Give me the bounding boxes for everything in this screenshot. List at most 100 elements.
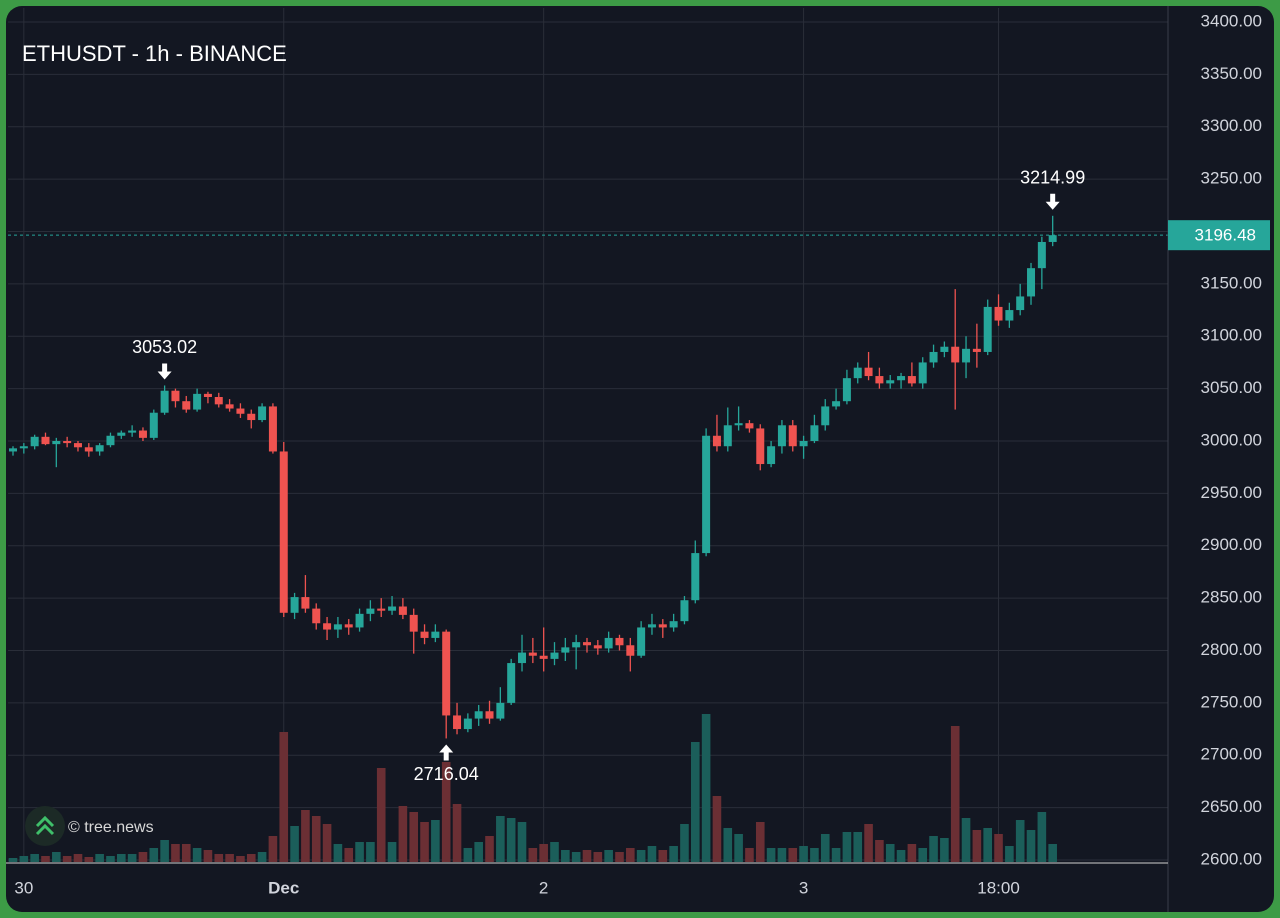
y-tick-label: 3100.00 (1201, 326, 1262, 345)
volume-bar (52, 852, 61, 862)
candle-body (582, 642, 591, 646)
candle-body (236, 408, 245, 414)
volume-bar (755, 822, 765, 862)
candle-body (1027, 268, 1036, 297)
candle-body (442, 631, 451, 716)
candle-body (420, 631, 429, 638)
volume-bar (117, 854, 126, 862)
volume-bar (842, 832, 852, 862)
volume-bar (766, 848, 776, 862)
volume-bar (301, 810, 310, 862)
volume-bar (268, 836, 278, 862)
volume-bar (73, 854, 83, 862)
candle-body (344, 624, 353, 628)
candle-body (962, 348, 971, 363)
extreme-label: 2716.04 (414, 764, 479, 784)
volume-bar (431, 820, 440, 862)
x-tick-label: 30 (14, 878, 33, 897)
candle-body (691, 553, 700, 601)
x-tick-label: 3 (799, 878, 808, 897)
volume-bar (463, 848, 473, 862)
candle-body (767, 446, 776, 465)
y-tick-label: 2800.00 (1201, 640, 1262, 659)
candle-body (41, 436, 50, 445)
chart-title: ETHUSDT - 1h - BINANCE (22, 41, 287, 66)
candle-body (561, 647, 570, 653)
candle-body (539, 655, 548, 659)
candle-body (63, 441, 72, 444)
volume-bar (344, 848, 354, 862)
candle-body (463, 718, 472, 730)
volume-bar (647, 846, 657, 862)
volume-bar (669, 846, 678, 862)
candle-body (518, 652, 527, 664)
volume-bar (896, 850, 906, 862)
y-tick-label: 2700.00 (1201, 745, 1262, 764)
volume-bar (929, 836, 938, 862)
candle-body (777, 425, 786, 447)
volume-bar (279, 732, 289, 862)
y-tick-label: 3400.00 (1201, 11, 1262, 30)
volume-bar (528, 848, 538, 862)
volume-bar (214, 854, 224, 862)
x-tick-label: 2 (539, 878, 548, 897)
y-tick-label: 2650.00 (1201, 797, 1262, 816)
candle-body (669, 621, 678, 628)
candle-body (734, 423, 743, 426)
candle-body (853, 367, 862, 379)
volume-bar (712, 796, 722, 862)
candle-body (52, 441, 61, 445)
watermark: © tree.news (68, 819, 154, 836)
last-price-label: 3196.48 (1195, 226, 1256, 245)
volume-bar (582, 850, 592, 862)
candle-body (821, 406, 830, 426)
candle-body (84, 447, 93, 452)
candle-body (788, 425, 797, 447)
candle-body (799, 441, 808, 447)
candle-body (301, 597, 310, 609)
extreme-label: 3053.02 (132, 337, 197, 357)
volume-bar (181, 844, 191, 862)
candle-body (550, 652, 559, 659)
extreme-arrow (439, 744, 454, 761)
candle-body (138, 430, 147, 438)
volume-bar (1026, 830, 1036, 862)
volume-bar (30, 854, 39, 862)
candle-body (258, 406, 267, 421)
volume-bar (636, 850, 646, 862)
volume-bar (138, 852, 148, 862)
candle-body (485, 711, 494, 719)
candle-body (290, 597, 299, 613)
volume-bar (539, 844, 548, 862)
volume-bar (322, 824, 332, 862)
candle-body (1016, 296, 1025, 311)
volume-layer (8, 714, 1057, 862)
extreme-arrow (157, 363, 172, 380)
volume-bar (387, 842, 397, 862)
candle-body (572, 642, 581, 648)
candle-body (1005, 310, 1014, 321)
volume-bar (8, 858, 18, 862)
volume-bar (593, 852, 603, 862)
candle-body (745, 423, 754, 429)
candle-body (680, 600, 689, 622)
volume-bar (496, 816, 505, 862)
volume-bar (777, 848, 787, 862)
candle-body (875, 376, 884, 384)
candle-body (388, 606, 397, 611)
volume-bar (311, 816, 321, 862)
candle-layer (9, 215, 1057, 739)
candle-body (626, 645, 635, 656)
candle-body (1037, 241, 1046, 269)
candle-body (832, 401, 841, 407)
x-tick-label: Dec (268, 878, 299, 897)
volume-bar (810, 848, 819, 862)
volume-bar (485, 836, 494, 862)
volume-bar (1048, 844, 1057, 862)
y-tick-label: 3150.00 (1201, 273, 1262, 292)
extreme-label: 3214.99 (1020, 168, 1085, 188)
candle-body (377, 608, 386, 611)
candle-body (160, 390, 169, 413)
candle-body (886, 380, 895, 384)
last-price-box (1168, 220, 1270, 251)
